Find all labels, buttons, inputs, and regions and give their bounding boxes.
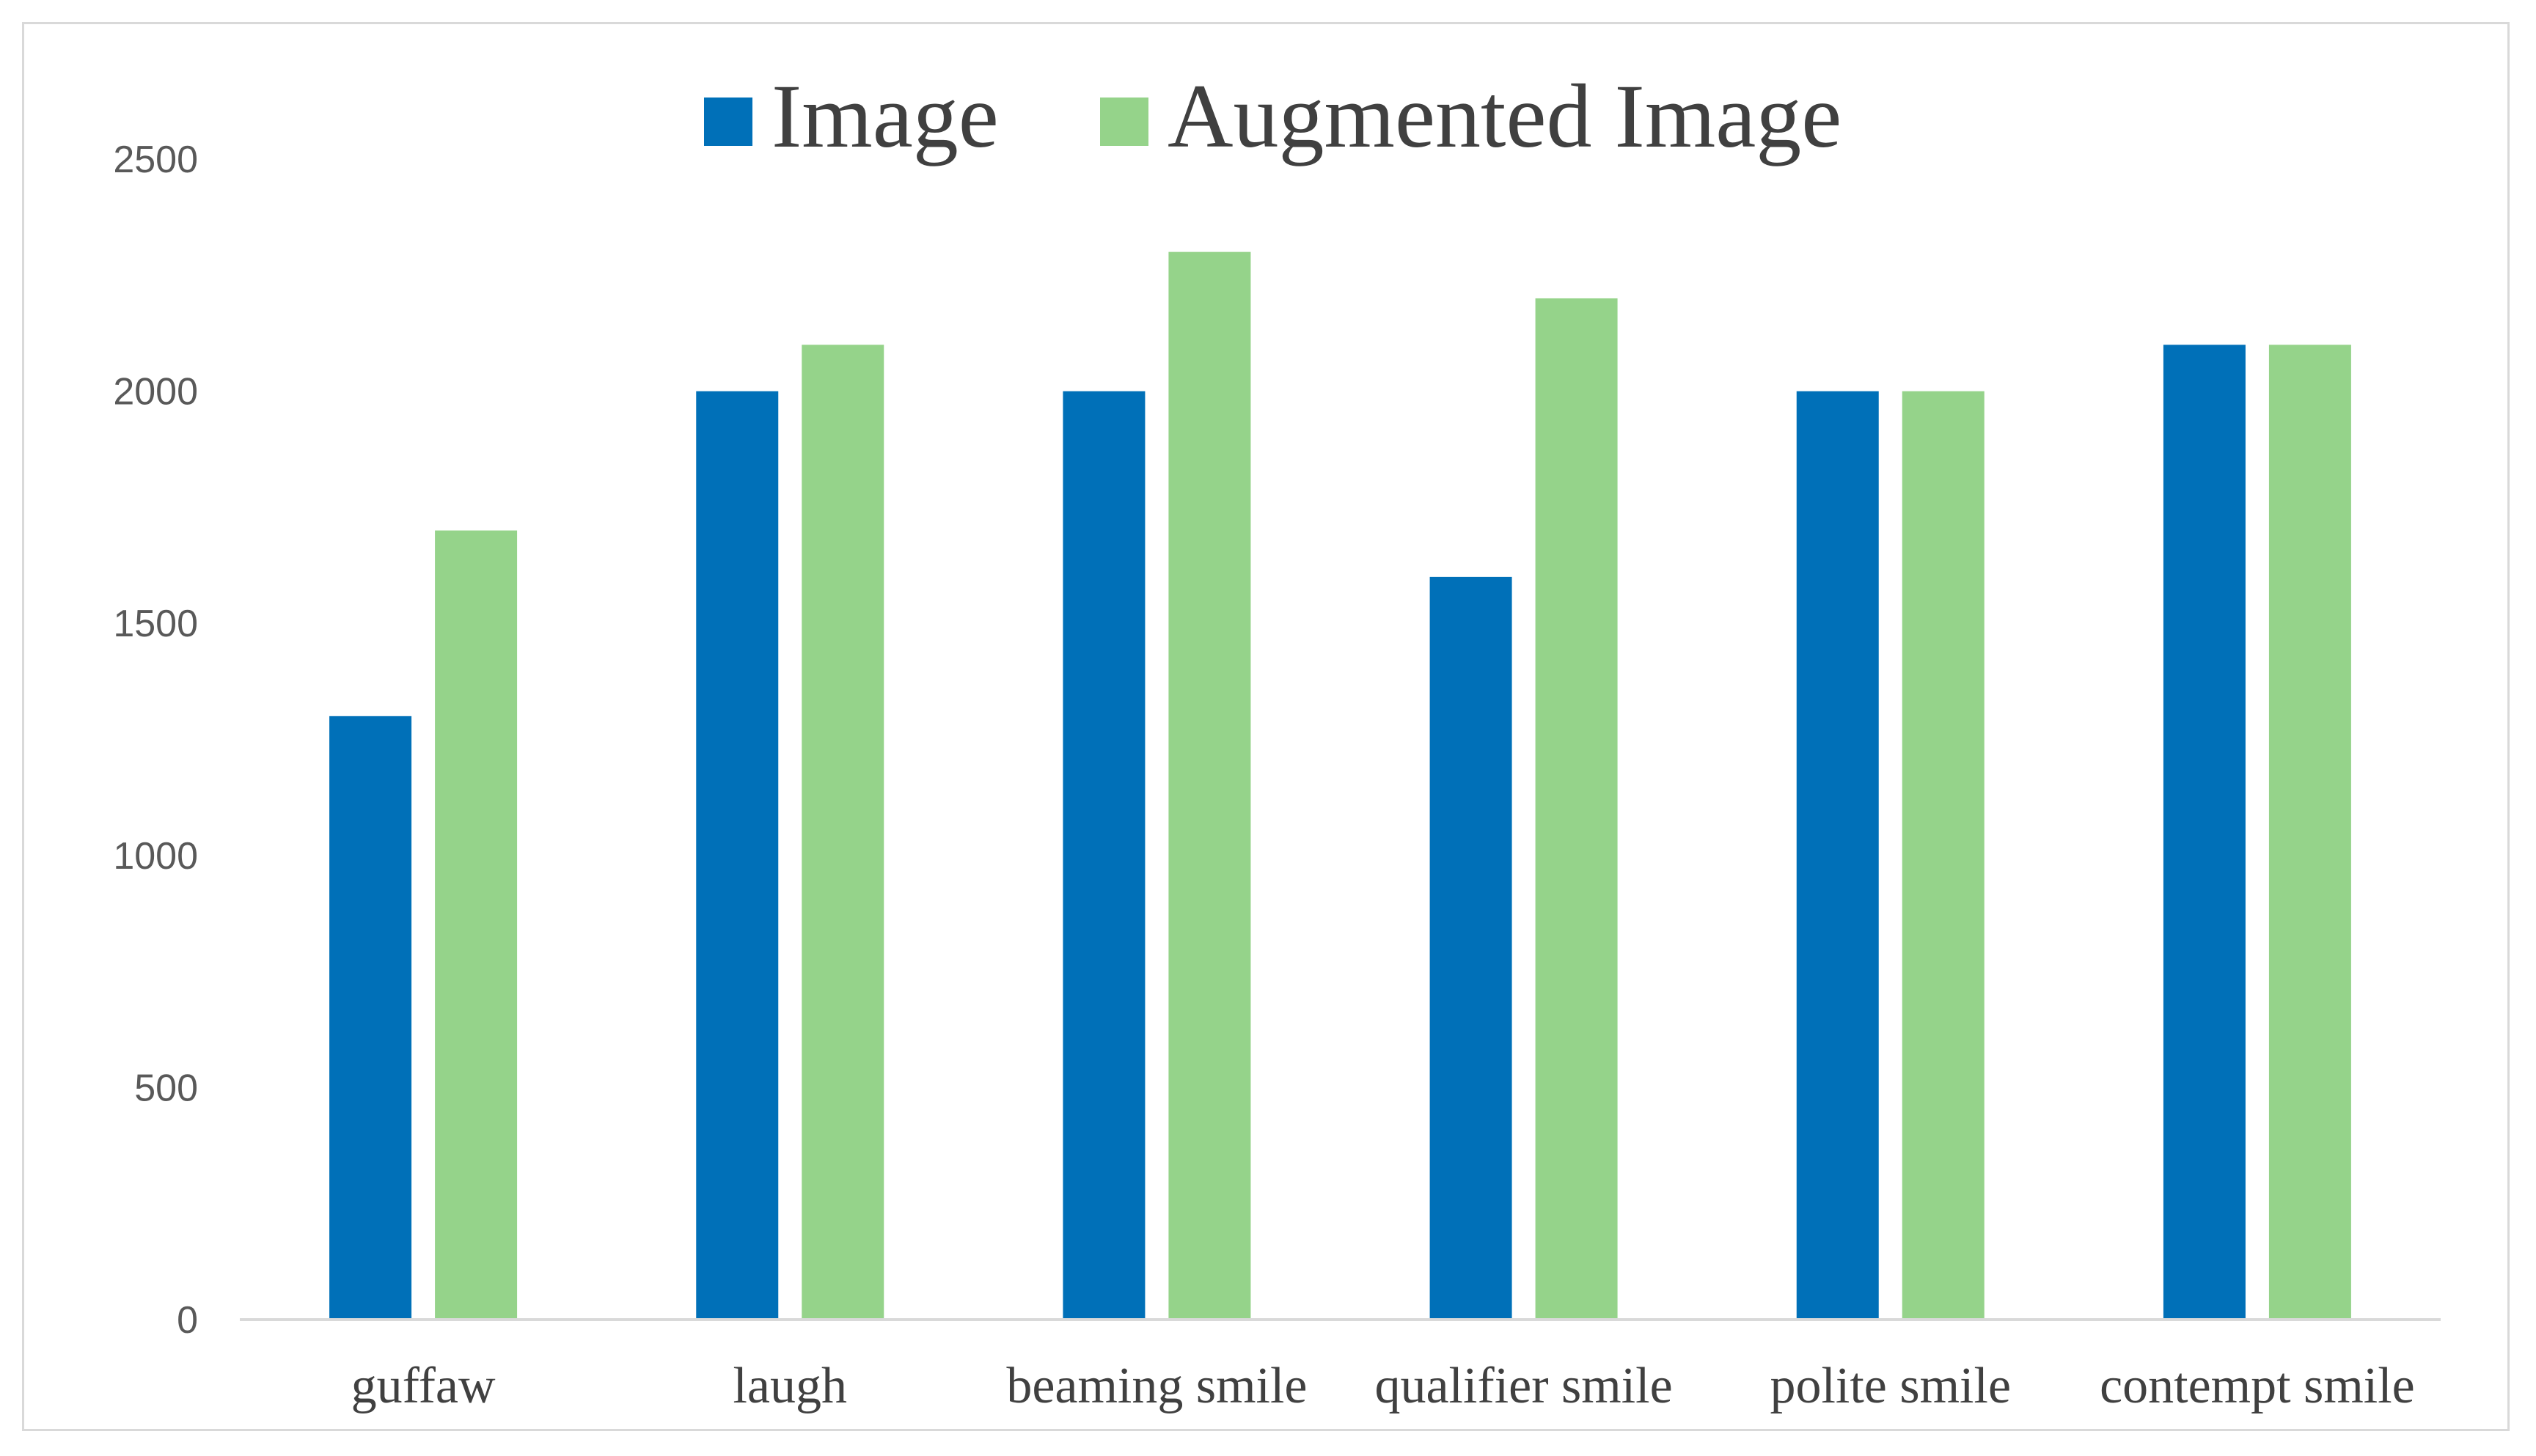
legend: Image Augmented Image <box>704 66 1841 166</box>
bar-image <box>329 716 412 1320</box>
bar-image <box>2163 345 2246 1320</box>
x-category-label: beaming smile <box>1006 1358 1307 1414</box>
y-axis-ticks: 0 500 1000 1500 2000 2500 <box>113 139 198 1342</box>
bar-augmented-image <box>2268 345 2351 1320</box>
bar-image <box>1063 391 1146 1320</box>
y-tick-label: 1500 <box>113 603 198 645</box>
x-category-label: qualifier smile <box>1374 1358 1672 1414</box>
y-tick-label: 2000 <box>113 371 198 413</box>
x-axis-labels: guffaw laugh beaming smile qualifier smile p… <box>351 1358 2415 1414</box>
bar-augmented-image <box>1902 391 1985 1320</box>
x-category-label: laugh <box>733 1358 847 1414</box>
y-tick-label: 0 <box>177 1299 198 1342</box>
x-category-label: polite smile <box>1770 1358 2011 1414</box>
bar-image <box>1796 391 1879 1320</box>
y-tick-label: 500 <box>134 1067 198 1109</box>
legend-label: Image <box>772 66 999 166</box>
legend-swatch <box>704 98 752 146</box>
bars <box>329 251 2351 1320</box>
legend-swatch <box>1100 98 1148 146</box>
y-tick-label: 1000 <box>113 835 198 878</box>
y-tick-label: 2500 <box>113 139 198 181</box>
x-category-label: contempt smile <box>2100 1358 2415 1414</box>
x-category-label: guffaw <box>351 1358 496 1414</box>
bar-augmented-image <box>435 530 518 1320</box>
bar-image <box>1429 576 1512 1320</box>
bar-augmented-image <box>802 345 884 1320</box>
legend-label: Augmented Image <box>1168 66 1841 166</box>
bar-augmented-image <box>1535 298 1618 1320</box>
bar-augmented-image <box>1168 251 1251 1320</box>
bar-image <box>696 391 779 1320</box>
